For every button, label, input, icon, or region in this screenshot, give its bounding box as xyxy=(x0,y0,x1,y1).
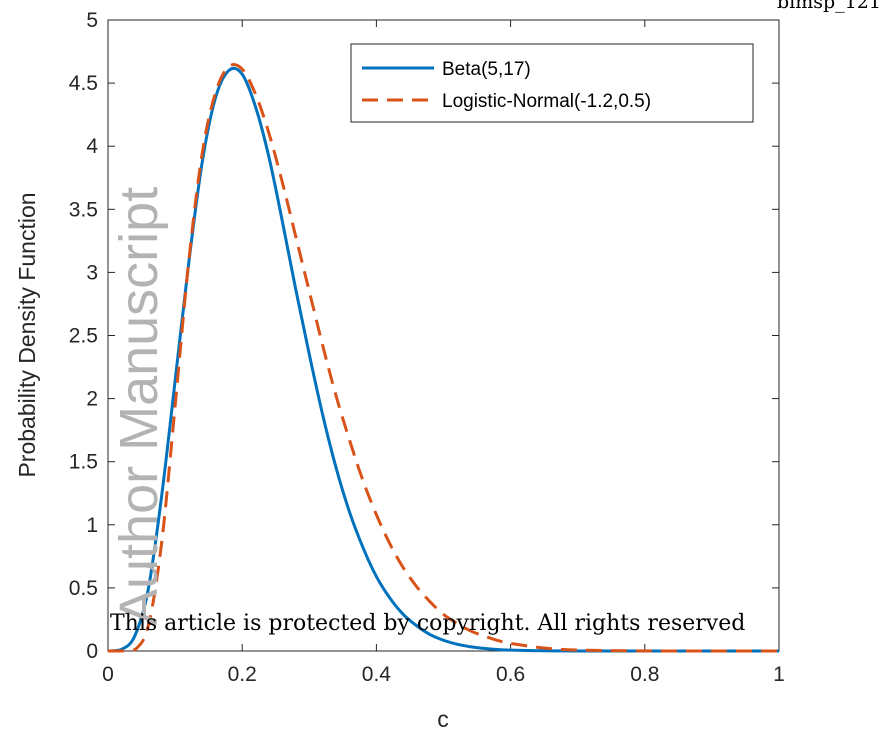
plot-frame xyxy=(107,19,780,652)
y-axis: 0 0.5 1 1.5 2 2.5 3 3.5 4 4.5 5 xyxy=(69,9,779,663)
copyright-notice: This article is protected by copyright. … xyxy=(110,611,745,636)
plot-area xyxy=(107,19,780,652)
x-tick-label: 1 xyxy=(773,663,785,686)
legend: Beta(5,17) Logistic-Normal(-1.2,0.5) xyxy=(350,43,754,123)
x-tick-label: 0.2 xyxy=(228,663,257,686)
x-axis-label: c xyxy=(437,706,449,732)
series-line-1 xyxy=(107,63,779,653)
x-axis: 0 0.2 0.4 0.6 0.8 1 xyxy=(102,20,785,686)
y-axis-label: Probability Density Function xyxy=(14,192,40,477)
series-layer xyxy=(107,63,779,653)
header-id: bimsp_1218 xyxy=(777,0,881,13)
y-tick-label: 1.5 xyxy=(69,451,98,474)
y-tick-label: 4.5 xyxy=(69,72,98,95)
x-tick-label: 0.4 xyxy=(362,663,392,686)
x-tick-label: 0 xyxy=(102,663,114,686)
legend-box xyxy=(350,43,754,123)
legend-label-beta: Beta(5,17) xyxy=(442,59,531,80)
y-tick-label: 4 xyxy=(86,135,98,158)
y-tick-label: 3.5 xyxy=(69,198,98,221)
x-tick-label: 0.8 xyxy=(630,663,659,686)
legend-label-logistic: Logistic-Normal(-1.2,0.5) xyxy=(442,91,651,112)
y-tick-label: 1 xyxy=(86,514,98,537)
x-tick-label: 0.6 xyxy=(496,663,525,686)
y-tick-label: 0 xyxy=(86,640,98,663)
y-tick-label: 2.5 xyxy=(69,325,98,348)
y-tick-label: 2 xyxy=(86,388,98,411)
watermark-text: Author Manuscript xyxy=(109,187,169,625)
y-tick-label: 5 xyxy=(86,9,98,32)
y-tick-label: 3 xyxy=(86,261,98,284)
y-tick-label: 0.5 xyxy=(69,577,98,600)
